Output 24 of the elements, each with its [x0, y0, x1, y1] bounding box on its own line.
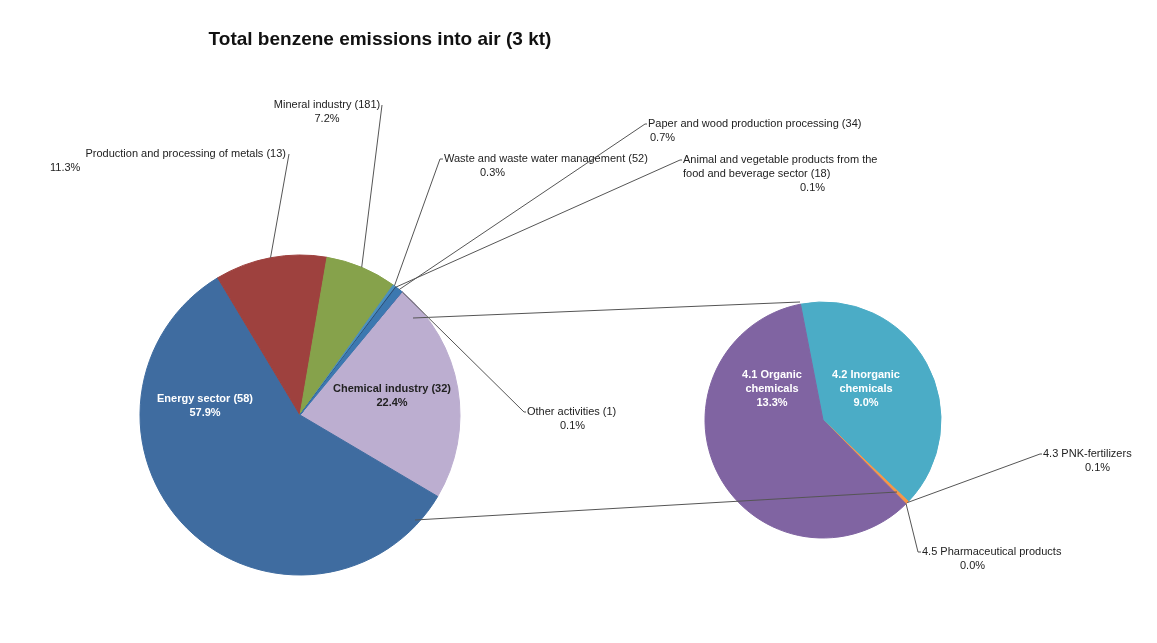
data-label: 0.1%	[800, 181, 826, 193]
data-label: 22.4%	[376, 396, 408, 408]
slice-label: 4.3 PNK-fertilizers	[1043, 447, 1133, 459]
data-label: 0.1%	[560, 419, 586, 431]
data-label: 11.3%	[50, 161, 81, 173]
slice-label: Animal and vegetable products from the food and beverage sector (18)	[683, 153, 878, 179]
slice-label: Energy sector (58)	[157, 392, 254, 404]
data-label: 7.2%	[314, 112, 340, 124]
data-label: 57.9%	[189, 406, 221, 418]
slice-label: Other activities (1)	[527, 405, 617, 417]
category-label: 4.5 Pharmaceutical products	[922, 545, 1062, 557]
data-label: 0.7%	[650, 131, 676, 143]
slice-label: 4.1 Organic chemicals	[742, 368, 802, 394]
data-label: 9.0%	[853, 396, 879, 408]
data-label: 13.3%	[756, 396, 788, 408]
slice-label: Mineral industry (181)	[273, 98, 381, 110]
data-label: 0.1%	[1085, 461, 1111, 473]
slice-label: 4.2 Inorganic chemicals	[832, 368, 900, 394]
slice-label: Production and processing of metals (13)	[85, 147, 286, 159]
slice-label: Chemical industry (32)	[333, 382, 452, 394]
data-label: 0.3%	[480, 166, 506, 178]
text: 0.0%	[960, 559, 986, 571]
slice-label: Paper and wood production processing (34)	[648, 117, 862, 129]
chart-title: Total benzene emissions into air (3 kt)	[207, 28, 553, 50]
